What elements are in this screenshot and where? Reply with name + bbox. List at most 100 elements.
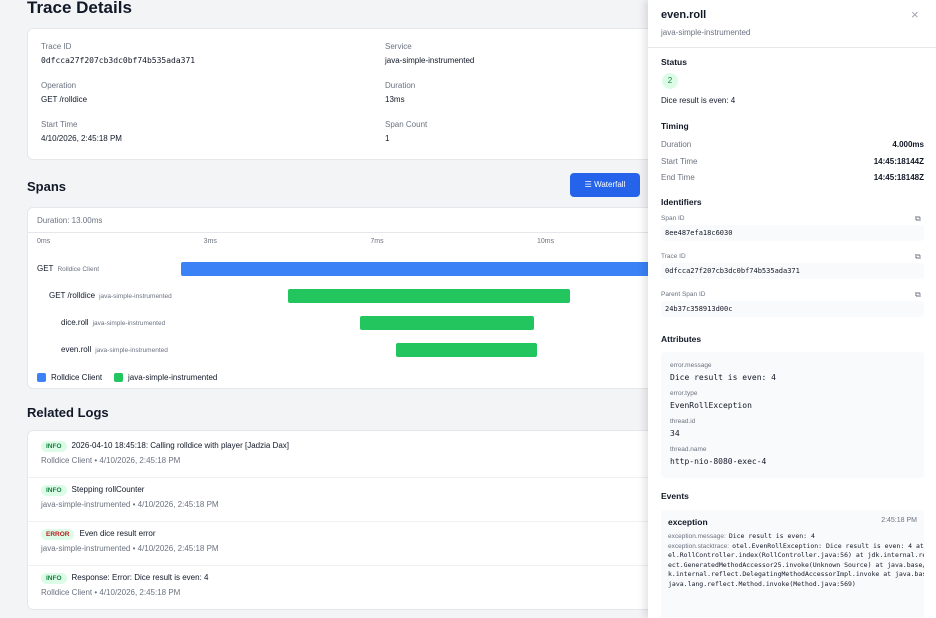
- identifier-value: 24b37c358913d00c: [665, 305, 733, 313]
- field-value: 1: [385, 134, 390, 143]
- span-bar: [360, 316, 535, 330]
- log-line: INFO 2026-04-10 18:45:18: Calling rolldic…: [41, 441, 289, 452]
- timing-label: Duration: [661, 140, 692, 149]
- span-bar: [180, 262, 656, 276]
- attributes-box: error.message Dice result is even: 4 error…: [661, 352, 924, 478]
- event-attribute: exception.stacktrace: otel.EvenRollExcept…: [668, 542, 924, 590]
- timing-value: 14:45:18148Z: [873, 173, 924, 182]
- log-source: Rolldice Client • 4/10/2026, 2:45:18 PM: [41, 456, 181, 465]
- waterfall-label: Waterfall: [594, 180, 626, 189]
- identifier-label: Span ID: [661, 215, 685, 222]
- log-source: java-simple-instrumented • 4/10/2026, 2:…: [41, 500, 219, 509]
- page-title: Trace Details: [27, 0, 132, 17]
- events-heading: Events: [661, 491, 689, 501]
- identifier-label: Parent Span ID: [661, 291, 706, 298]
- event-key: exception.stacktrace:: [668, 542, 730, 550]
- field-label: Span Count: [385, 120, 428, 129]
- status-badge: 2: [662, 73, 678, 89]
- legend-label: java-simple-instrumented: [128, 373, 218, 382]
- duration-label: Duration: 13.00ms: [37, 216, 103, 225]
- span-service: java-simple-instrumented: [92, 320, 166, 327]
- event-value: Dice result is even: 4: [728, 532, 815, 540]
- field-value: 13ms: [385, 95, 405, 104]
- attribute-value: 34: [670, 429, 680, 438]
- timing-value: 4.000ms: [892, 140, 924, 149]
- identifier-value: 8ee487efa18c6030: [665, 229, 733, 237]
- events-box: exception 2:45:18 PM exception.message: Dic…: [661, 510, 924, 618]
- attribute-key: thread.id: [670, 418, 696, 425]
- summary-card: Trace ID 0dfcca27f207cb3dc0bf74b535ada371…: [27, 28, 657, 160]
- span-service: java-simple-instrumented: [95, 347, 168, 354]
- log-line: INFO Response: Error: Dice result is even…: [41, 573, 208, 584]
- legend-label: Rolldice Client: [51, 373, 103, 382]
- identifier-box: 8ee487efa18c6030: [661, 225, 924, 241]
- timing-heading: Timing: [661, 121, 689, 131]
- copy-icon: ⧉: [915, 252, 921, 261]
- close-button[interactable]: ×: [911, 7, 919, 22]
- log-line: ERROR Even dice result error: [41, 529, 156, 540]
- status-heading: Status: [661, 57, 687, 67]
- legend-swatch: [114, 373, 123, 382]
- field-label: Service: [385, 42, 412, 51]
- divider: [648, 47, 936, 48]
- log-message: Stepping rollCounter: [71, 485, 145, 494]
- log-message: 2026-04-10 18:45:18: Calling rolldice wi…: [71, 441, 289, 450]
- log-message: Response: Error: Dice result is even: 4: [71, 573, 209, 582]
- waterfall-button[interactable]: ☰ Waterfall: [570, 173, 640, 197]
- span-bar: [395, 343, 538, 357]
- field-value: 0dfcca27f207cb3dc0bf74b535ada371: [41, 56, 196, 65]
- log-level: INFO: [41, 485, 67, 496]
- log-source: java-simple-instrumented • 4/10/2026, 2:…: [41, 544, 219, 553]
- span-row: dice.roll java-simple-instrumented: [61, 318, 165, 327]
- span-name: even.roll: [61, 345, 92, 354]
- event-value: otel.EvenRollException: Dice result is e…: [668, 541, 924, 588]
- field-value: GET /rolldice: [41, 95, 88, 104]
- log-level: INFO: [41, 441, 67, 452]
- detail-panel: even.roll java-simple-instrumented × Sta…: [648, 0, 936, 618]
- copy-icon: ⧉: [915, 290, 921, 299]
- log-source: Rolldice Client • 4/10/2026, 2:45:18 PM: [41, 588, 181, 597]
- span-name: dice.roll: [61, 318, 89, 327]
- spans-card: Duration: 13.00ms 0ms 3ms 7ms 10ms GET Rolldi…: [27, 207, 657, 389]
- panel-subtitle: java-simple-instrumented: [661, 28, 751, 37]
- attribute-value: EvenRollException: [670, 401, 752, 410]
- span-row: GET /rolldice java-simple-instrumented: [49, 291, 172, 300]
- tick-label: 3ms: [203, 238, 217, 245]
- divider: [28, 521, 656, 522]
- attribute-key: error.message: [670, 362, 712, 369]
- field-value: java-simple-instrumented: [385, 56, 475, 65]
- log-message: Even dice result error: [79, 529, 156, 538]
- divider: [28, 565, 656, 566]
- span-row: even.roll java-simple-instrumented: [61, 345, 168, 354]
- field-label: Trace ID: [41, 42, 72, 51]
- span-service: Rolldice Client: [57, 266, 99, 273]
- divider: [28, 232, 656, 233]
- identifier-value: 0dfcca27f207cb3dc0bf74b535ada371: [665, 267, 800, 275]
- timing-value: 14:45:18144Z: [873, 156, 924, 166]
- attributes-heading: Attributes: [661, 334, 702, 344]
- span-bar: [288, 289, 571, 303]
- identifier-box: 0dfcca27f207cb3dc0bf74b535ada371: [661, 263, 924, 279]
- span-name: GET: [37, 264, 54, 273]
- identifier-box: 24b37c358913d00c: [661, 301, 924, 317]
- attribute-value: Dice result is even: 4: [670, 373, 776, 382]
- legend-swatch: [37, 373, 46, 382]
- event-time: 2:45:18 PM: [881, 517, 917, 524]
- divider: [28, 477, 656, 478]
- span-name: GET /rolldice: [49, 291, 96, 300]
- field-label: Operation: [41, 81, 77, 90]
- log-level: ERROR: [41, 529, 75, 540]
- span-row: GET Rolldice Client: [37, 264, 99, 273]
- timing-label: End Time: [661, 173, 695, 182]
- event-name: exception: [668, 517, 708, 527]
- panel-title: even.roll: [661, 9, 707, 21]
- timing-label: Start Time: [661, 156, 698, 166]
- tick-label: 0ms: [37, 238, 51, 245]
- span-service: java-simple-instrumented: [99, 293, 172, 300]
- event-attribute: exception.message: Dice result is even: 4: [668, 532, 924, 542]
- field-value: 4/10/2026, 2:45:18 PM: [41, 134, 122, 143]
- tick-label: 7ms: [370, 238, 384, 245]
- identifiers-heading: Identifiers: [661, 197, 702, 207]
- status-message: Dice result is even: 4: [661, 96, 736, 105]
